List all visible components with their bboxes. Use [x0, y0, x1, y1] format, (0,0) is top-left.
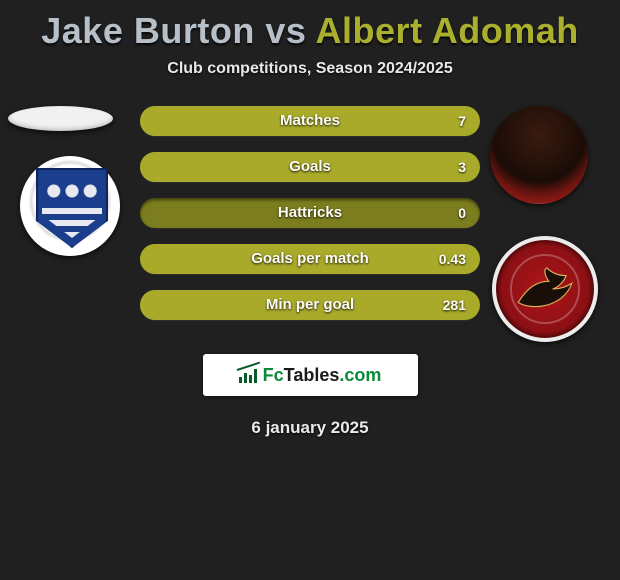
bar-chart-icon: [239, 367, 259, 383]
stat-row: Min per goal281: [140, 290, 480, 320]
branding-badge: FcTables.com: [203, 354, 418, 396]
vs-text: vs: [265, 10, 306, 51]
stat-label: Goals: [140, 152, 480, 182]
stat-row: Goals per match0.43: [140, 244, 480, 274]
stat-label: Goals per match: [140, 244, 480, 274]
player2-avatar: [490, 106, 588, 204]
stat-value-right: 3: [458, 152, 466, 182]
stat-value-right: 281: [443, 290, 466, 320]
tranmere-shield-icon: [36, 168, 108, 248]
branding-prefix: Fc: [263, 365, 284, 385]
stat-value-right: 0: [458, 198, 466, 228]
stat-bars: Matches7Goals3Hattricks0Goals per match0…: [140, 106, 480, 336]
branding-text: FcTables.com: [263, 365, 382, 386]
stat-row: Hattricks0: [140, 198, 480, 228]
player2-name: Albert Adomah: [316, 10, 579, 51]
stat-row: Matches7: [140, 106, 480, 136]
walsall-swift-icon: [516, 266, 574, 312]
player1-club-crest: [20, 156, 120, 256]
stat-label: Matches: [140, 106, 480, 136]
stat-label: Min per goal: [140, 290, 480, 320]
player1-avatar: [8, 106, 113, 131]
stat-row: Goals3: [140, 152, 480, 182]
comparison-card: Jake Burton vs Albert Adomah Club compet…: [0, 10, 620, 580]
player2-club-crest: [492, 236, 598, 342]
branding-main: Tables: [284, 365, 340, 385]
content-area: Matches7Goals3Hattricks0Goals per match0…: [0, 106, 620, 336]
branding-suffix: .com: [339, 365, 381, 385]
stat-value-right: 7: [458, 106, 466, 136]
stat-label: Hattricks: [140, 198, 480, 228]
stat-value-right: 0.43: [439, 244, 466, 274]
page-title: Jake Burton vs Albert Adomah: [0, 10, 620, 52]
player1-name: Jake Burton: [41, 10, 255, 51]
date-text: 6 january 2025: [0, 418, 620, 438]
subtitle: Club competitions, Season 2024/2025: [0, 60, 620, 78]
